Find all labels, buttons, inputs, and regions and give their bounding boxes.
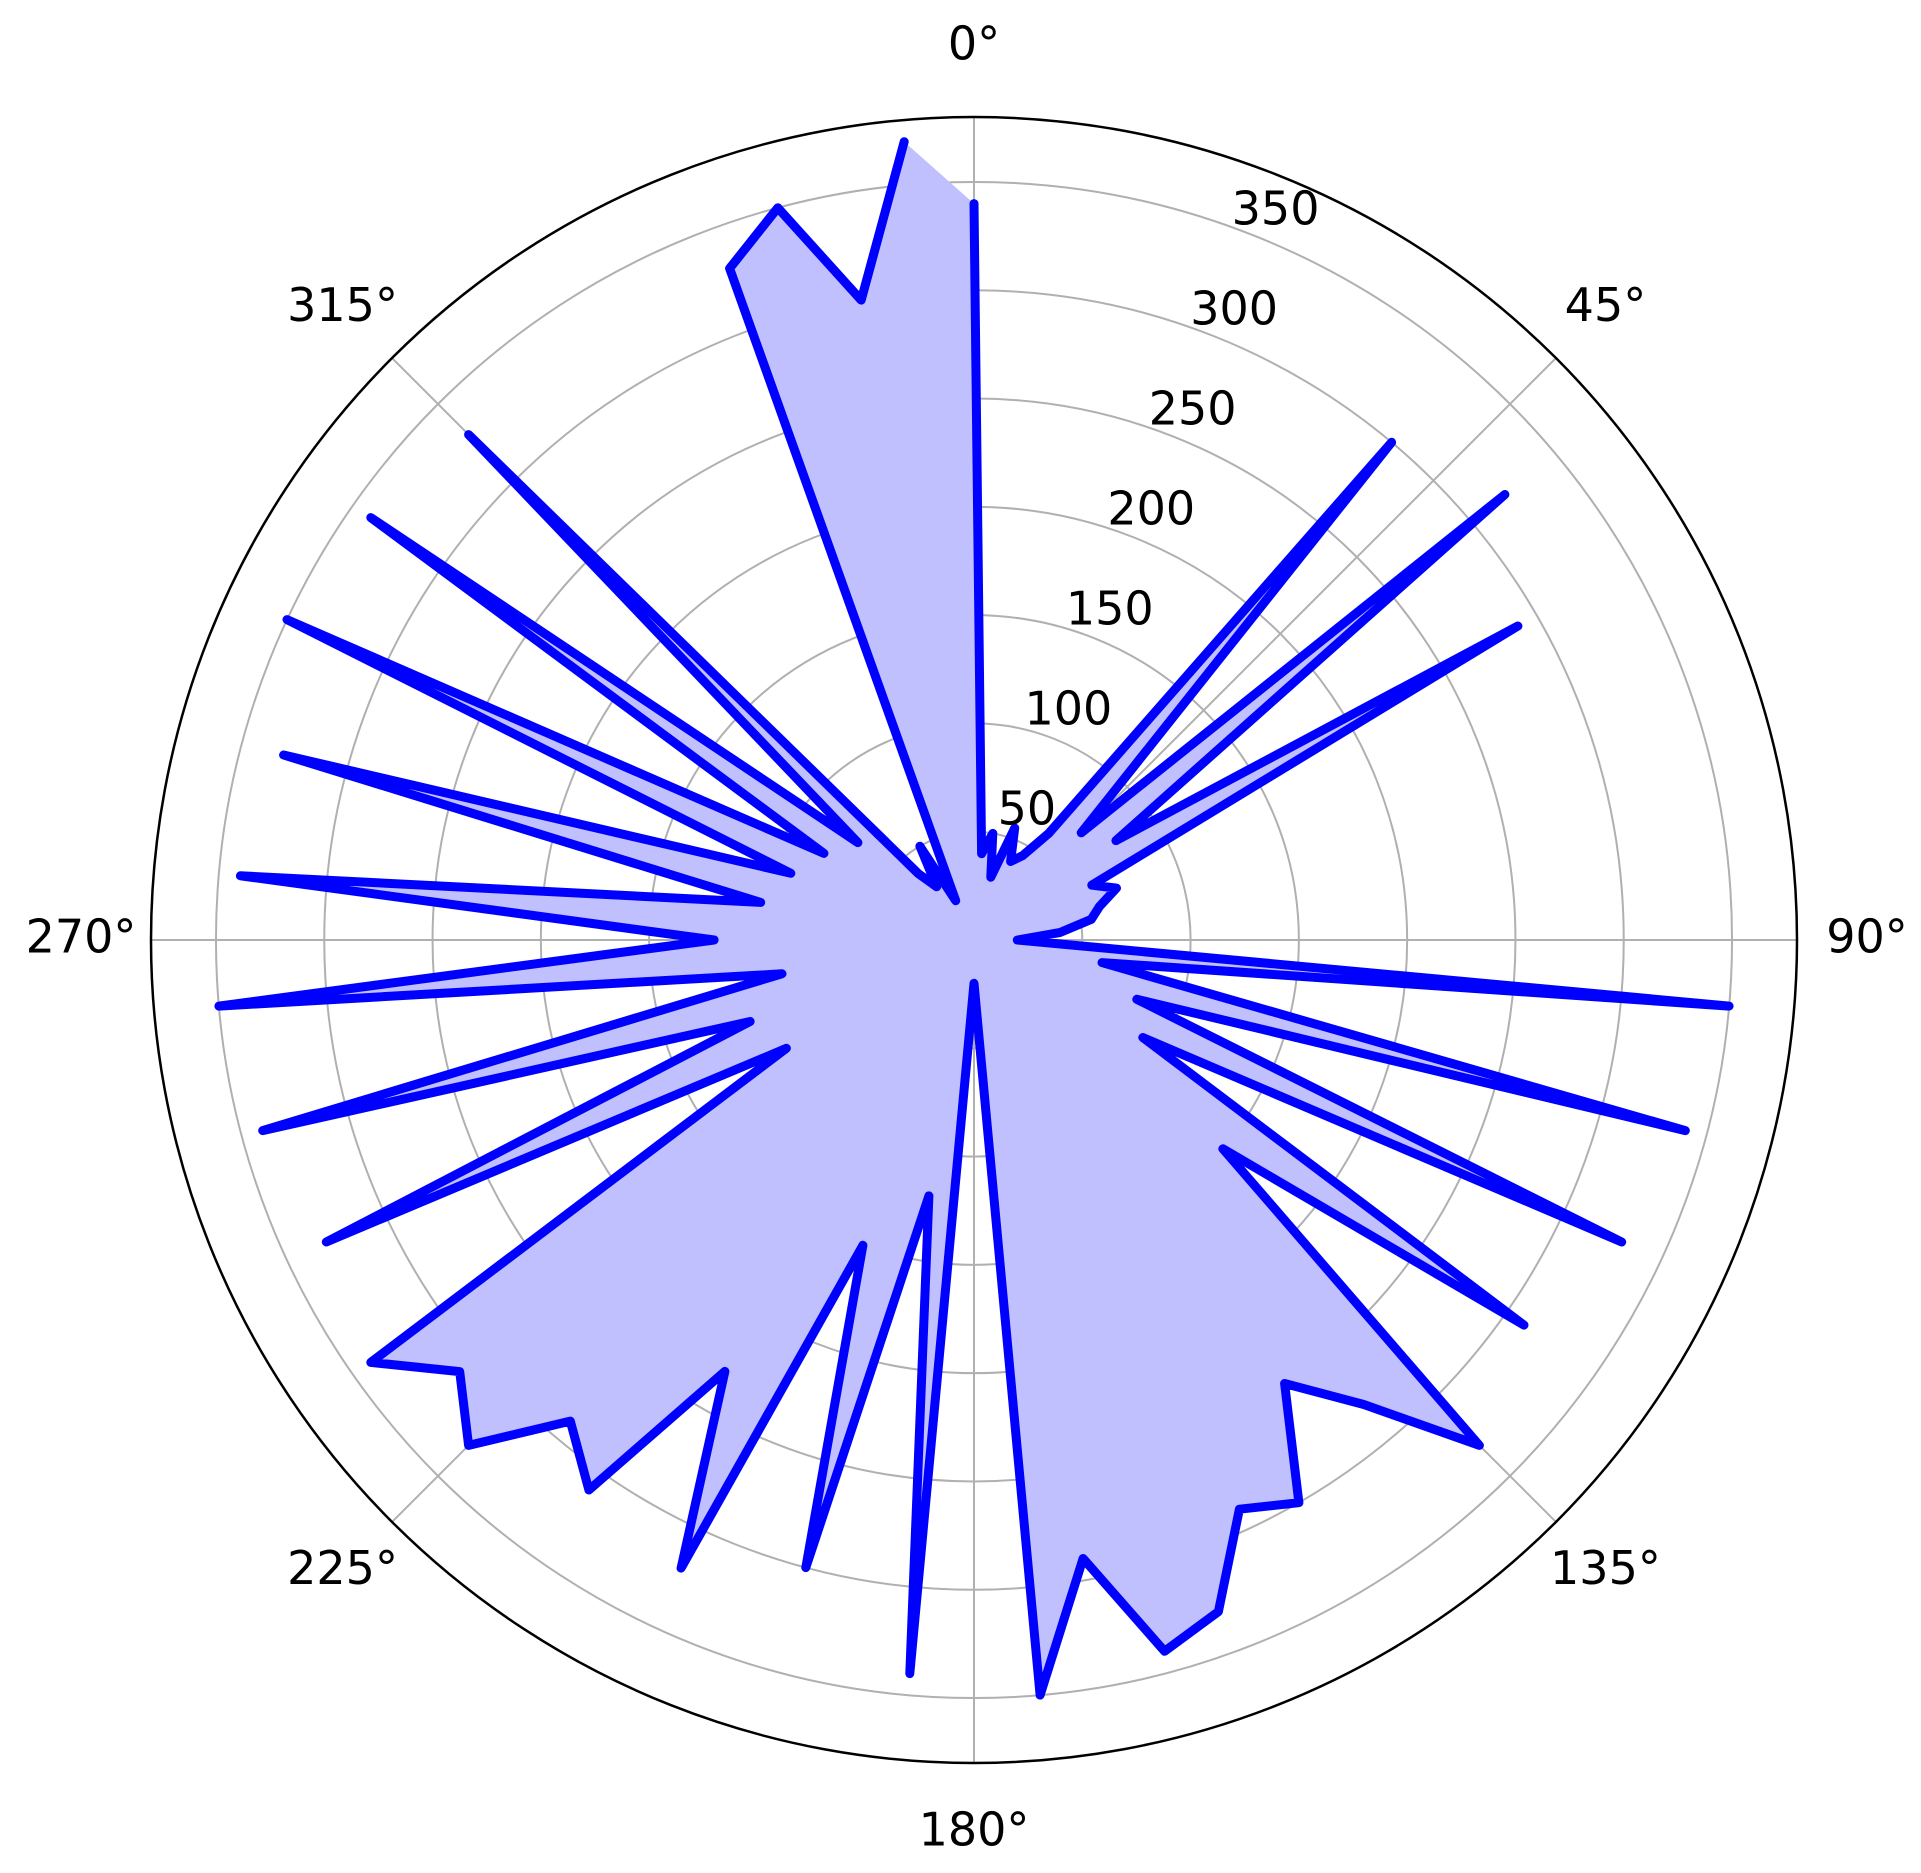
r-tick-label: 200 bbox=[1107, 482, 1195, 536]
r-tick-label: 300 bbox=[1190, 282, 1278, 336]
r-tick-label: 50 bbox=[998, 782, 1057, 836]
theta-tick-label: 90° bbox=[1826, 910, 1908, 964]
theta-tick-label: 315° bbox=[287, 278, 398, 332]
plot-area bbox=[214, 137, 1734, 1700]
polar-frame bbox=[149, 115, 1799, 1765]
labels: 50 100 150 200 250 300 350 0° 45° 90° 135° 180° 225°… bbox=[26, 17, 1908, 1857]
r-tick-label: 100 bbox=[1024, 682, 1112, 736]
theta-tick-label: 0° bbox=[948, 17, 1000, 71]
r-tick-label: 350 bbox=[1232, 181, 1320, 235]
theta-tick-label: 180° bbox=[919, 1803, 1030, 1857]
theta-tick-label: 270° bbox=[26, 910, 137, 964]
r-tick-label: 150 bbox=[1066, 582, 1154, 636]
theta-tick-label: 45° bbox=[1565, 278, 1647, 332]
area-fill bbox=[218, 141, 1730, 1696]
r-tick-label: 250 bbox=[1149, 382, 1237, 436]
series-line bbox=[214, 137, 1734, 1700]
theta-tick-label: 225° bbox=[287, 1541, 398, 1595]
theta-tick-label: 135° bbox=[1550, 1541, 1661, 1595]
